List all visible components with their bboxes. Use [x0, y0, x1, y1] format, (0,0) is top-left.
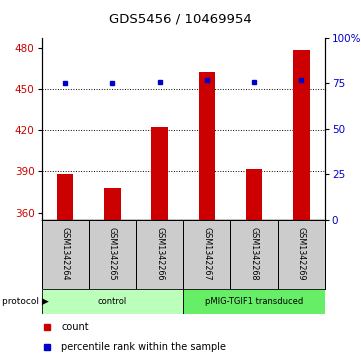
Text: GDS5456 / 10469954: GDS5456 / 10469954	[109, 13, 252, 26]
Text: control: control	[98, 297, 127, 306]
Bar	[183, 220, 230, 289]
Bar	[199, 73, 215, 220]
Text: GSM1342269: GSM1342269	[297, 227, 306, 281]
Bar	[89, 220, 136, 289]
Text: percentile rank within the sample: percentile rank within the sample	[61, 342, 226, 352]
Text: GSM1342265: GSM1342265	[108, 227, 117, 281]
Bar	[57, 174, 73, 220]
Bar	[104, 188, 121, 220]
Text: GSM1342266: GSM1342266	[155, 227, 164, 281]
Text: GSM1342264: GSM1342264	[61, 227, 70, 281]
Text: GSM1342267: GSM1342267	[202, 227, 211, 281]
Bar	[42, 289, 183, 314]
Bar	[42, 220, 89, 289]
Bar	[293, 50, 309, 220]
Text: pMIG-TGIF1 transduced: pMIG-TGIF1 transduced	[205, 297, 303, 306]
Bar	[136, 220, 183, 289]
Bar	[230, 220, 278, 289]
Text: count: count	[61, 322, 89, 332]
Bar	[151, 127, 168, 220]
Bar	[278, 220, 325, 289]
Bar	[246, 169, 262, 220]
Bar	[183, 289, 325, 314]
Text: protocol ▶: protocol ▶	[2, 297, 49, 306]
Text: GSM1342268: GSM1342268	[249, 227, 258, 281]
